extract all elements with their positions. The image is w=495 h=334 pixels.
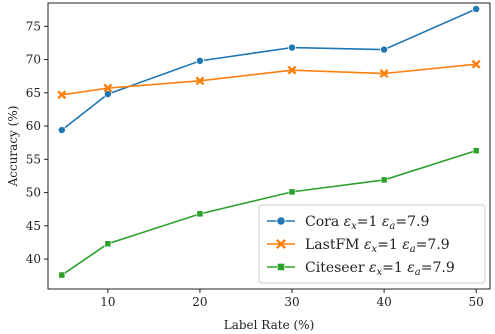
y-tick-label: 55 [26, 152, 41, 166]
data-point [195, 76, 205, 86]
plot-frame [47, 2, 491, 290]
series-line [61, 63, 477, 96]
x-tick-label: 10 [100, 295, 115, 309]
data-point [57, 126, 66, 135]
data-point [472, 4, 481, 13]
legend-label: Citeseer εx=1 εa=7.9 [305, 260, 455, 278]
data-point [103, 83, 113, 93]
data-point [472, 147, 480, 155]
legend-box [258, 204, 486, 284]
y-axis-ticks: 40 45 50 55 60 65 70 75 [26, 19, 48, 266]
legend-entry: Cora εx=1 εa=7.9 [267, 214, 429, 232]
legend-entry: Citeseer εx=1 εa=7.9 [267, 260, 455, 278]
series-layer [57, 4, 481, 279]
series-citeseer [58, 147, 480, 279]
x-axis-title: Label Rate (%) [224, 318, 315, 332]
y-tick-label: 75 [26, 19, 41, 33]
x-tick-label: 40 [376, 295, 391, 309]
data-point [380, 45, 389, 54]
data-point [104, 240, 112, 248]
y-tick-label: 65 [26, 86, 41, 100]
data-point [288, 43, 297, 52]
legend-label: LastFM εx=1 εa=7.9 [305, 237, 450, 255]
plot-border [47, 2, 491, 290]
series-line [61, 8, 477, 131]
data-point [57, 90, 67, 100]
legend-entry: LastFM εx=1 εa=7.9 [267, 237, 450, 255]
y-tick-label: 50 [26, 186, 41, 200]
legend-marker [276, 216, 286, 226]
x-tick-label: 30 [284, 295, 299, 309]
y-axis-title: Accuracy (%) [6, 106, 20, 188]
data-point [288, 188, 296, 196]
data-point [379, 69, 389, 78]
x-tick-label: 50 [469, 295, 484, 309]
data-point [195, 56, 204, 65]
y-tick-label: 70 [26, 53, 41, 67]
series-cora [57, 4, 481, 135]
y-tick-label: 45 [26, 219, 41, 233]
legend-label: Cora εx=1 εa=7.9 [305, 214, 429, 232]
y-tick-label: 60 [26, 119, 41, 133]
legend-marker [277, 263, 285, 271]
data-point [287, 65, 297, 75]
y-tick-label: 40 [26, 252, 41, 266]
x-tick-label: 20 [192, 295, 207, 309]
series-line [61, 149, 477, 276]
data-point [380, 176, 388, 184]
x-axis-ticks: 10 20 30 40 50 [100, 289, 484, 309]
legend-marker [275, 238, 287, 250]
data-point [103, 90, 112, 99]
legend: Cora εx=1 εa=7.9 LastFM εx=1 εa=7.9 Citese… [258, 204, 486, 284]
data-point [196, 210, 204, 218]
data-point [471, 59, 481, 69]
data-point [58, 271, 66, 279]
series-lastfm [57, 59, 481, 100]
